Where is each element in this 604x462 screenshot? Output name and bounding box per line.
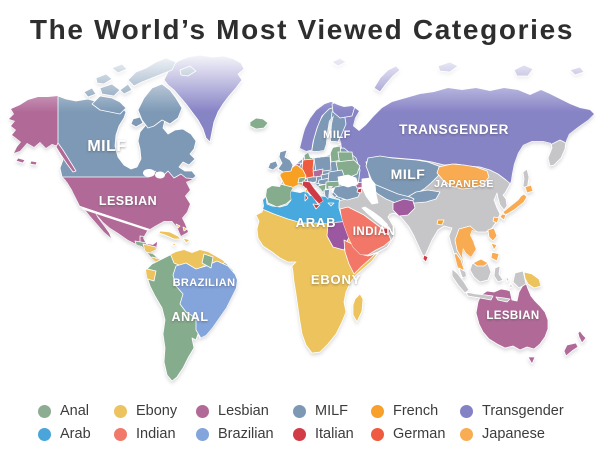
svg-text:JAPANESE: JAPANESE xyxy=(434,178,494,190)
svg-text:LESBIAN: LESBIAN xyxy=(99,194,157,208)
svg-text:LESBIAN: LESBIAN xyxy=(486,310,539,322)
svg-text:EBONY: EBONY xyxy=(311,272,361,287)
svg-text:ANAL: ANAL xyxy=(171,310,208,324)
svg-text:TRANSGENDER: TRANSGENDER xyxy=(399,122,509,137)
svg-text:MILF: MILF xyxy=(87,138,126,155)
svg-text:MILF: MILF xyxy=(391,166,426,182)
svg-text:MILF: MILF xyxy=(323,129,351,141)
svg-text:INDIAN: INDIAN xyxy=(353,226,396,238)
svg-text:ARAB: ARAB xyxy=(296,215,337,230)
svg-text:BRAZILIAN: BRAZILIAN xyxy=(173,277,236,289)
